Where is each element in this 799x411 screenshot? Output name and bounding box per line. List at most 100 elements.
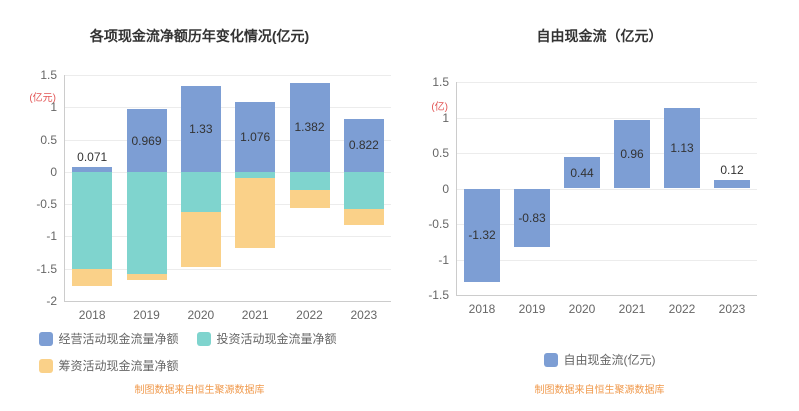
y-axis-tick-label: 0 (50, 164, 57, 179)
x-axis-tick-label: 2021 (241, 308, 269, 322)
y-axis-tick-label: -2 (46, 294, 57, 308)
gridline (65, 75, 391, 76)
bar-segment (514, 188, 550, 248)
bar-segment (289, 82, 330, 172)
bar-segment (235, 171, 276, 179)
x-axis-tick-label: 2018 (78, 308, 106, 322)
gridline (65, 236, 391, 238)
y-axis-tick-label: 1 (442, 110, 449, 125)
x-axis-tick-label: 2019 (133, 308, 160, 322)
gridline (65, 171, 391, 173)
x-axis-tick-label: 2021 (618, 302, 646, 316)
bar-segment (72, 268, 113, 287)
bar-value-label: 0.12 (720, 162, 744, 177)
legend-label: 经营活动现金流量净额 (58, 332, 179, 346)
bar-value-label: 0.969 (131, 133, 162, 148)
bar-segment (464, 188, 500, 283)
gridline (65, 204, 391, 206)
bar-segment (126, 273, 167, 281)
bar-segment (180, 85, 221, 172)
legend-free-cashflow: 自由现金流(亿元) (400, 351, 799, 378)
bar-segment (180, 211, 221, 267)
bar-segment (235, 178, 276, 249)
y-axis-tick-label: 0.5 (432, 146, 449, 160)
legend-swatch (196, 331, 211, 346)
bar-segment (180, 171, 221, 212)
bar-value-label: 0.822 (348, 138, 379, 153)
chart-title-free-cashflow: 自由现金流（亿元） (536, 28, 663, 44)
data-source-note: 制图数据来自恒生聚源数据库 (134, 385, 265, 396)
bar-value-label: 0.44 (570, 165, 594, 180)
legend-cashflow-by-activity: 经营活动现金流量净额 投资活动现金流量净额筹资活动现金流量净额 (38, 330, 361, 384)
x-axis-tick-label: 2020 (187, 308, 215, 322)
y-axis-tick-label: 1 (50, 100, 57, 115)
legend-swatch (38, 331, 53, 346)
legend-label: 自由现金流(亿元) (563, 353, 656, 367)
y-axis-tick-label: 1.5 (432, 75, 449, 89)
bar-segment (289, 171, 330, 190)
bar-segment (343, 171, 384, 209)
bar-value-label: 0.071 (77, 150, 108, 165)
bar-value-label: 0.96 (620, 147, 644, 162)
bar-segment (126, 109, 167, 172)
y-axis-tick-label: -0.5 (428, 217, 449, 231)
gridline (65, 107, 391, 109)
x-axis-tick-label: 2023 (350, 308, 378, 322)
x-axis-tick-label: 2022 (668, 302, 696, 316)
gridline (457, 188, 757, 190)
gridline (65, 139, 391, 141)
legend-item[interactable]: 自由现金流(亿元) (543, 351, 656, 368)
bar-segment (564, 157, 600, 189)
chart-title-cashflow-by-activity: 各项现金流净额历年变化情况(亿元) (89, 28, 310, 44)
y-axis-unit-label: (亿) (431, 102, 448, 113)
legend-item[interactable]: 筹资活动现金流量净额 (38, 357, 197, 374)
x-axis-tick-label: 2022 (296, 308, 323, 322)
gridline (457, 82, 757, 83)
y-axis-tick-label: 1.5 (40, 68, 57, 82)
y-axis-tick-label: -1.5 (428, 288, 449, 302)
x-axis-tick-label: 2023 (718, 302, 746, 316)
x-axis-tick-label: 2018 (468, 302, 496, 316)
bar-value-label: -0.83 (518, 210, 546, 225)
chart-free-cashflow: 自由现金流（亿元） (亿) 1.5 1 0.5 0 -0.5 -1 -1.5 2018 -1.3… (400, 0, 799, 411)
y-axis-tick-label: -1.5 (36, 261, 57, 276)
bar-value-label: 1.076 (240, 130, 271, 145)
bar-segment (126, 171, 167, 274)
gridline (457, 117, 757, 119)
plot-area-cashflow-by-activity: 1.5 1 0.5 0 -0.5 -1 -1.5 -2 2018 0.071 2019 0.969 20… (36, 68, 391, 322)
data-source-note: 制图数据来自恒生聚源数据库 (534, 385, 665, 396)
y-axis-tick-label: -1 (46, 229, 57, 244)
y-axis-tick-label: 0 (442, 181, 449, 196)
y-axis-tick-label: -0.5 (36, 197, 57, 212)
gridline (457, 259, 757, 261)
bar-segment (614, 120, 650, 189)
bar-segment (343, 118, 384, 172)
gridline (65, 268, 391, 270)
legend-item[interactable]: 投资活动现金流量净额 (196, 330, 355, 347)
bar-value-label: 1.33 (189, 121, 213, 136)
y-axis-unit-label: (亿元) (29, 93, 56, 104)
bar-segment (714, 179, 750, 189)
gridline (457, 153, 757, 154)
bar-segment (664, 108, 700, 189)
chart-cashflow-by-activity: 各项现金流净额历年变化情况(亿元) (亿元) 1.5 1 0.5 0 -0.5 -1 -1.… (0, 0, 399, 411)
legend-label: 筹资活动现金流量净额 (58, 359, 179, 373)
legend-swatch (543, 352, 558, 367)
bar-value-label: -1.32 (468, 228, 496, 243)
x-axis-tick-label: 2020 (568, 302, 596, 316)
bar-segment (235, 102, 276, 172)
bar-value-label: 1.382 (294, 120, 325, 135)
bar-value-label: 1.13 (670, 141, 694, 156)
plot-area-free-cashflow: 1.5 1 0.5 0 -0.5 -1 -1.5 2018 -1.32 2019 -0.83 2020… (428, 75, 757, 316)
bar-segment (289, 189, 330, 208)
legend-label: 投资活动现金流量净额 (216, 332, 337, 346)
y-axis-tick-label: 0.5 (40, 132, 57, 147)
legend-swatch (38, 358, 53, 373)
bar-segment (72, 171, 113, 269)
gridline (457, 224, 757, 225)
bar-segment (72, 167, 113, 172)
legend-item[interactable]: 经营活动现金流量净额 (38, 330, 197, 347)
x-axis-tick-label: 2019 (518, 302, 546, 316)
bar-segment (343, 208, 384, 225)
